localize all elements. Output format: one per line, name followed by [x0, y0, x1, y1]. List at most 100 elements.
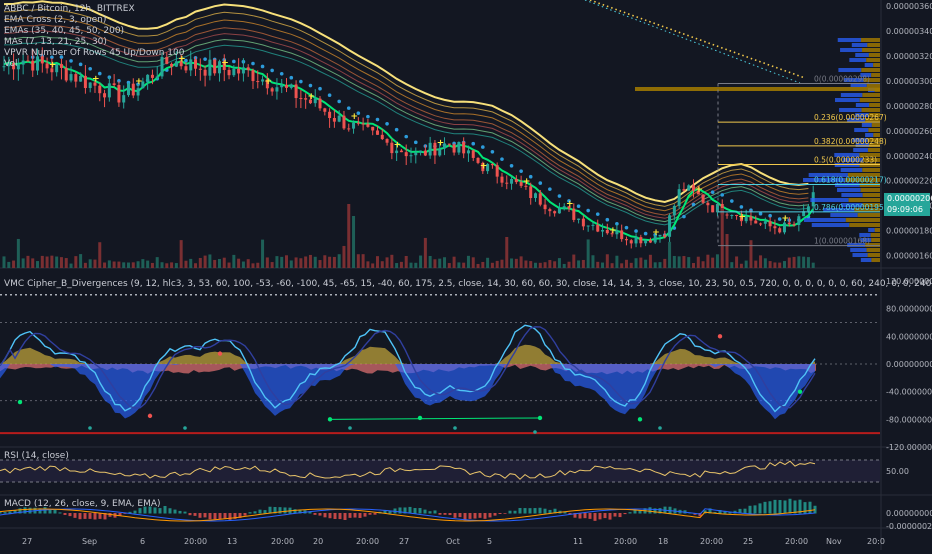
- ma-dot: [299, 79, 303, 84]
- volume-bar: [404, 256, 408, 268]
- fib-level-label: 0.618(0.00000217): [814, 175, 887, 184]
- volume-bar: [443, 257, 447, 268]
- candle: [342, 115, 346, 129]
- macd-histogram-bar: [263, 510, 267, 514]
- ema-ribbon-line: [3, 8, 809, 207]
- vpvr-bar-up: [842, 158, 864, 162]
- candle: [26, 60, 30, 62]
- volume-bar: [184, 260, 188, 268]
- macd-histogram-bar: [738, 508, 742, 514]
- volume-bar: [174, 263, 178, 268]
- vpvr-bar-down: [869, 103, 880, 107]
- candle: [615, 230, 619, 235]
- candle: [773, 226, 777, 229]
- candle: [179, 61, 183, 67]
- macd-axis-label: 0.00000000: [886, 509, 932, 518]
- volume-bar: [668, 241, 672, 268]
- macd-histogram-bar: [538, 507, 542, 514]
- cipher-title[interactable]: VMC Cipher_B_Divergences (9, 12, hlc3, 3…: [4, 279, 932, 289]
- volume-bar: [605, 254, 609, 268]
- macd-histogram-bar: [753, 505, 757, 514]
- macd-histogram-bar: [428, 511, 432, 514]
- candle: [787, 222, 791, 225]
- ema-ribbon-line: [3, 41, 809, 226]
- macd-histogram-bar: [743, 508, 747, 514]
- vpvr-bar-up: [854, 128, 869, 132]
- time-axis-label: 25: [743, 537, 753, 546]
- cipher-signal-dot: [637, 417, 643, 422]
- volume-bar: [21, 258, 25, 268]
- ema-cross-marker: +: [609, 226, 617, 236]
- volume-bar: [457, 262, 461, 268]
- legend-mas[interactable]: MAs (7, 13, 21, 25, 30): [4, 37, 107, 47]
- candle: [423, 150, 427, 156]
- legend-vol[interactable]: Vol: [4, 59, 18, 69]
- legend-vpvr[interactable]: VPVR Number Of Rows 45 Up/Down 100: [4, 48, 185, 58]
- macd-histogram-bar: [173, 509, 177, 514]
- volume-bar: [294, 257, 298, 268]
- vpvr-bar-down: [869, 143, 880, 147]
- macd-histogram-bar: [548, 509, 552, 514]
- candle: [337, 115, 341, 122]
- macd-histogram-bar: [803, 502, 807, 514]
- macd-histogram-bar: [483, 513, 487, 519]
- candle: [318, 98, 322, 109]
- volume-bar: [356, 254, 360, 268]
- candle: [174, 61, 178, 67]
- ma-dot: [59, 55, 64, 59]
- candle: [687, 185, 691, 191]
- candle: [433, 142, 437, 156]
- candle: [332, 118, 336, 122]
- volume-bar: [471, 257, 475, 268]
- macd-histogram-bar: [633, 509, 637, 514]
- macd-histogram-bar: [93, 513, 97, 520]
- candle: [237, 68, 241, 74]
- candle: [668, 215, 672, 237]
- legend-emas[interactable]: EMAs (35, 40, 45, 50, 200): [4, 26, 125, 36]
- macd-histogram-bar: [313, 513, 317, 515]
- volume-bar: [663, 258, 667, 268]
- volume-bar: [486, 257, 490, 268]
- fib-level-label: 0.786(0.00000195): [814, 203, 887, 212]
- volume-bar: [375, 256, 379, 268]
- volume-bar: [481, 261, 485, 268]
- volume-bar: [131, 262, 135, 268]
- candle: [792, 224, 796, 226]
- symbol-title[interactable]: ABBC / Bitcoin, 12h, BITTREX: [4, 4, 135, 14]
- macd-histogram-bar: [658, 508, 662, 514]
- macd-histogram-bar: [593, 513, 597, 521]
- macd-title[interactable]: MACD (12, 26, close, 9, EMA, EMA): [4, 499, 161, 509]
- ma-dot: [682, 214, 686, 219]
- macd-histogram-bar: [148, 506, 152, 514]
- vpvr-bar-up: [855, 53, 869, 57]
- volume-bar: [567, 261, 571, 268]
- candle: [802, 211, 806, 217]
- price-axis-label: 0.00000300: [886, 77, 932, 86]
- ma-dot: [88, 66, 92, 71]
- volume-bar: [692, 263, 696, 268]
- candle: [98, 85, 102, 94]
- rsi-title[interactable]: RSI (14, close): [4, 451, 69, 461]
- macd-histogram-bar: [528, 508, 532, 514]
- candle: [466, 150, 470, 154]
- time-axis-label: 13: [227, 537, 237, 546]
- vpvr-bar-up: [868, 228, 875, 232]
- cipher-axis-label: 40.00000000: [886, 332, 932, 341]
- volume-bar: [797, 256, 801, 268]
- volume-bar: [749, 240, 753, 268]
- legend-ema-cross[interactable]: EMA Cross (2, 3, open): [4, 15, 107, 25]
- candle: [797, 216, 801, 225]
- candle: [45, 63, 49, 69]
- macd-histogram-bar: [323, 513, 327, 518]
- time-axis-label: 20:00: [184, 537, 207, 546]
- last-price-value: 0.00000206: [887, 194, 932, 203]
- volume-bar: [787, 257, 791, 268]
- candle: [79, 75, 83, 82]
- macd-histogram-bar: [88, 513, 92, 519]
- candle: [533, 193, 537, 199]
- macd-histogram-bar: [133, 510, 137, 514]
- volume-bar: [624, 259, 628, 268]
- macd-histogram-bar: [188, 513, 192, 516]
